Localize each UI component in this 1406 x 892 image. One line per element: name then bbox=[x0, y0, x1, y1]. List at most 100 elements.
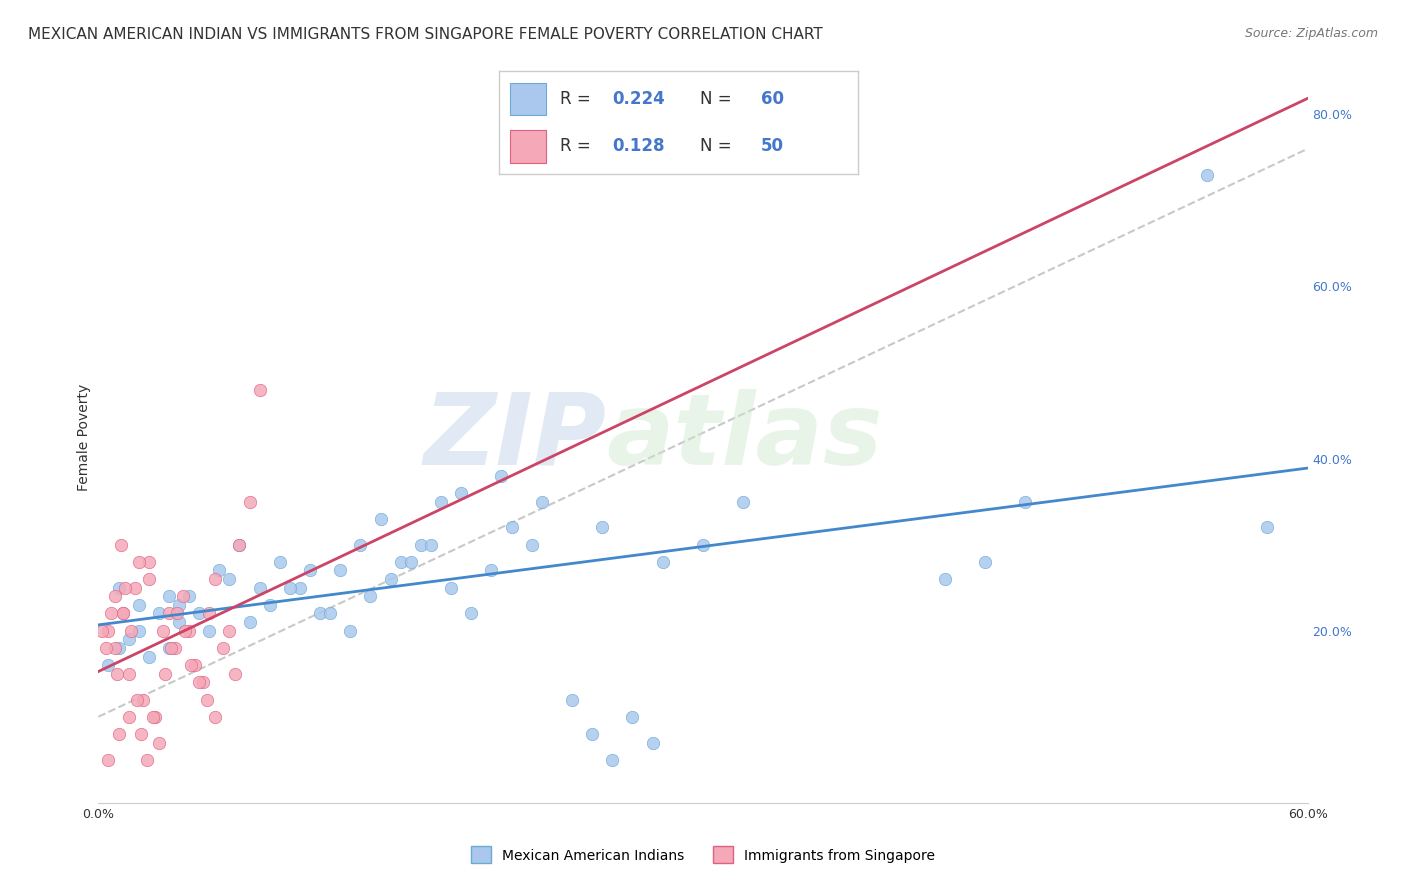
Text: Source: ZipAtlas.com: Source: ZipAtlas.com bbox=[1244, 27, 1378, 40]
Point bbox=[481, 564, 503, 578]
Point bbox=[128, 624, 150, 638]
Point bbox=[193, 675, 215, 690]
Point bbox=[249, 581, 271, 595]
Point bbox=[409, 538, 432, 552]
Point bbox=[132, 692, 155, 706]
Point bbox=[208, 564, 231, 578]
Point bbox=[157, 640, 180, 655]
Point bbox=[91, 624, 114, 638]
Point bbox=[143, 710, 166, 724]
Point bbox=[174, 624, 197, 638]
Point bbox=[152, 624, 174, 638]
Point bbox=[733, 494, 755, 508]
Point bbox=[501, 520, 523, 534]
Point bbox=[420, 538, 443, 552]
Point bbox=[218, 572, 240, 586]
Text: 50: 50 bbox=[761, 137, 785, 155]
Point bbox=[118, 710, 141, 724]
Point bbox=[1014, 494, 1036, 508]
Point bbox=[110, 538, 132, 552]
Point bbox=[430, 494, 453, 508]
Text: 0.224: 0.224 bbox=[612, 90, 665, 108]
Point bbox=[97, 753, 120, 767]
Point bbox=[103, 589, 125, 603]
Point bbox=[167, 615, 190, 629]
Point bbox=[157, 589, 180, 603]
Text: R =: R = bbox=[560, 90, 596, 108]
Point bbox=[179, 624, 201, 638]
Point bbox=[153, 666, 176, 681]
Point bbox=[269, 555, 291, 569]
Point bbox=[224, 666, 246, 681]
Point bbox=[157, 607, 180, 621]
Point bbox=[520, 538, 543, 552]
Point bbox=[97, 624, 120, 638]
Text: R =: R = bbox=[560, 137, 596, 155]
Point bbox=[602, 753, 624, 767]
Point bbox=[360, 589, 382, 603]
Point bbox=[103, 640, 125, 655]
Point bbox=[138, 555, 160, 569]
Bar bbox=[510, 83, 546, 115]
Point bbox=[129, 727, 152, 741]
Text: ZIP: ZIP bbox=[423, 389, 606, 485]
Point bbox=[180, 658, 202, 673]
Point bbox=[100, 607, 122, 621]
Point bbox=[167, 598, 190, 612]
Point bbox=[389, 555, 412, 569]
Point bbox=[288, 581, 311, 595]
Point bbox=[561, 692, 583, 706]
Text: 60: 60 bbox=[761, 90, 785, 108]
Point bbox=[172, 589, 194, 603]
Point bbox=[138, 572, 160, 586]
Text: atlas: atlas bbox=[606, 389, 883, 485]
Point bbox=[380, 572, 402, 586]
Point bbox=[125, 692, 148, 706]
Point bbox=[138, 649, 160, 664]
Point bbox=[259, 598, 281, 612]
Point bbox=[278, 581, 301, 595]
Point bbox=[195, 692, 218, 706]
Point bbox=[97, 658, 120, 673]
Text: N =: N = bbox=[700, 137, 737, 155]
Text: N =: N = bbox=[700, 90, 737, 108]
Point bbox=[111, 607, 134, 621]
Point bbox=[249, 383, 271, 397]
Point bbox=[239, 615, 262, 629]
Point bbox=[591, 520, 613, 534]
Point bbox=[148, 735, 170, 749]
Point bbox=[450, 486, 472, 500]
Point bbox=[96, 640, 118, 655]
Point bbox=[621, 710, 644, 724]
Point bbox=[188, 607, 211, 621]
Point bbox=[128, 555, 150, 569]
Point bbox=[114, 581, 136, 595]
Y-axis label: Female Poverty: Female Poverty bbox=[77, 384, 91, 491]
Point bbox=[1195, 168, 1218, 182]
Point bbox=[135, 753, 157, 767]
Bar bbox=[510, 130, 546, 162]
Point bbox=[118, 632, 141, 647]
Point bbox=[107, 581, 129, 595]
Point bbox=[204, 710, 226, 724]
Point bbox=[198, 607, 221, 621]
Point bbox=[179, 589, 201, 603]
Point bbox=[212, 640, 235, 655]
Point bbox=[204, 572, 226, 586]
Legend: Mexican American Indians, Immigrants from Singapore: Mexican American Indians, Immigrants fro… bbox=[465, 841, 941, 869]
Point bbox=[651, 555, 673, 569]
Point bbox=[581, 727, 603, 741]
Point bbox=[166, 607, 188, 621]
Point bbox=[491, 468, 513, 483]
Point bbox=[399, 555, 422, 569]
Point bbox=[329, 564, 352, 578]
Point bbox=[128, 598, 150, 612]
Point bbox=[163, 640, 186, 655]
Point bbox=[188, 675, 211, 690]
Point bbox=[460, 607, 482, 621]
Point bbox=[111, 607, 134, 621]
Text: 0.128: 0.128 bbox=[612, 137, 665, 155]
Point bbox=[1256, 520, 1278, 534]
Point bbox=[228, 538, 250, 552]
Point bbox=[530, 494, 553, 508]
